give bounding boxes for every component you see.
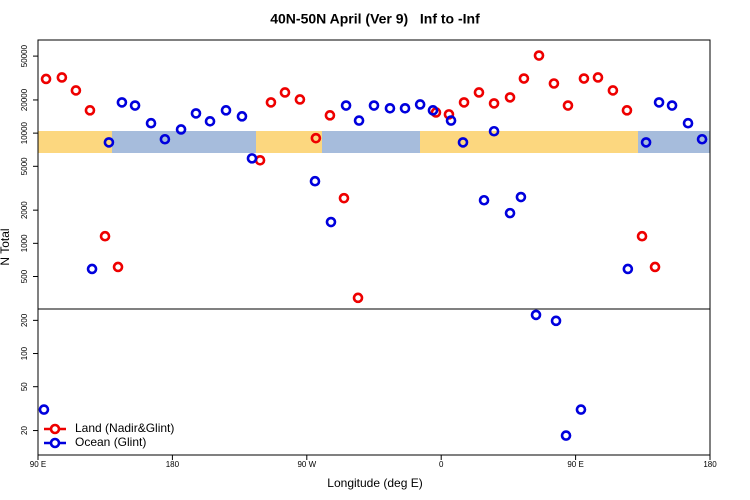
point — [338, 192, 350, 204]
point — [309, 175, 321, 187]
point — [340, 100, 352, 111]
point — [666, 100, 678, 111]
point — [640, 137, 652, 148]
point — [310, 132, 322, 144]
point — [246, 153, 258, 164]
point — [399, 103, 411, 114]
y-tick-label: 10000 — [20, 121, 29, 144]
point — [636, 230, 648, 242]
point — [548, 78, 560, 89]
point — [384, 103, 396, 114]
point — [56, 72, 68, 83]
point — [40, 73, 52, 85]
point — [99, 230, 111, 242]
point — [86, 263, 98, 275]
y-tick-label: 50000 — [20, 44, 29, 67]
point — [129, 100, 141, 111]
point — [84, 105, 96, 116]
y-tick-label: 5000 — [20, 157, 29, 175]
land — [256, 131, 322, 153]
x-axis-label: Longitude (deg E) — [327, 476, 422, 490]
point — [324, 110, 336, 121]
point — [325, 216, 337, 228]
legend-label: Land (Nadir&Glint) — [75, 421, 174, 435]
land — [420, 131, 638, 153]
point — [550, 315, 562, 327]
point — [488, 98, 500, 109]
x-tick-label: 90 E — [567, 460, 583, 469]
x-tick-label: 180 — [166, 460, 180, 469]
point — [265, 97, 277, 108]
point — [204, 116, 216, 127]
map-band — [38, 131, 710, 153]
x-tick-label: 90 E — [30, 460, 46, 469]
point — [592, 72, 604, 83]
chart-title: 40N-50N April (Ver 9) Inf to -Inf — [270, 11, 480, 27]
point — [457, 137, 469, 148]
point — [175, 124, 187, 135]
point — [504, 207, 516, 219]
x-tick-label: 0 — [439, 460, 444, 469]
point — [368, 100, 380, 111]
point — [478, 194, 490, 206]
point — [445, 115, 457, 126]
land — [38, 131, 112, 153]
point — [427, 105, 439, 116]
point — [682, 117, 694, 129]
point — [190, 108, 202, 119]
point — [518, 73, 530, 84]
plot-frame — [37, 39, 711, 456]
legend-label: Ocean (Glint) — [75, 435, 146, 449]
point — [112, 261, 124, 273]
y-tick-label: 2000 — [20, 201, 29, 219]
point — [103, 137, 115, 148]
y-tick-label: 20 — [20, 426, 29, 435]
point — [353, 115, 365, 126]
point — [473, 87, 485, 98]
y-axis-label: N Total — [0, 228, 12, 265]
point — [560, 430, 572, 441]
point — [294, 94, 306, 105]
point — [562, 100, 574, 111]
point — [515, 191, 527, 203]
legend-marker — [49, 423, 61, 435]
y-tick-label: 50 — [20, 382, 29, 391]
point — [116, 97, 128, 108]
point — [352, 292, 364, 304]
point — [38, 404, 50, 415]
y-tick-label: 1000 — [20, 234, 29, 252]
point — [575, 404, 587, 415]
point — [696, 133, 708, 145]
point — [578, 73, 590, 84]
point — [622, 263, 634, 275]
y-tick-label: 100 — [20, 346, 29, 360]
y-tick-label: 20000 — [20, 88, 29, 111]
point — [488, 125, 500, 137]
point — [621, 105, 633, 116]
point — [145, 117, 157, 129]
point — [653, 97, 665, 108]
y-tick-label: 200 — [20, 313, 29, 327]
point — [607, 85, 619, 96]
point — [279, 87, 291, 98]
point — [236, 111, 248, 122]
point — [458, 97, 470, 108]
point — [649, 261, 661, 273]
point — [504, 92, 516, 103]
legend-marker — [49, 437, 61, 449]
x-tick-label: 180 — [703, 460, 717, 469]
point — [70, 85, 82, 96]
y-tick-label: 500 — [20, 269, 29, 283]
point — [220, 105, 232, 116]
x-tick-label: 90 W — [297, 460, 316, 469]
point — [414, 99, 426, 110]
point — [533, 50, 545, 61]
point — [159, 133, 171, 145]
point — [530, 309, 542, 321]
